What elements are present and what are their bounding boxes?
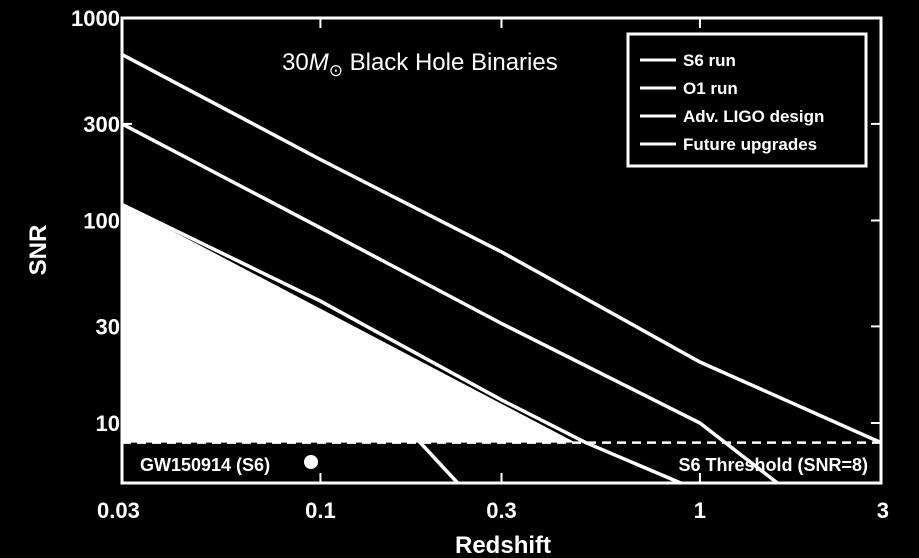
legend-label-s6: S6 run xyxy=(683,51,736,70)
y-tick-label: 30 xyxy=(96,314,120,339)
y-axis-title: SNR xyxy=(25,225,52,276)
threshold-label: S6 Threshold (SNR=8) xyxy=(678,455,868,475)
legend: S6 run O1 run Adv. LIGO design Future up… xyxy=(626,32,868,168)
y-tick-label: 1000 xyxy=(71,6,120,31)
legend-label-o1: O1 run xyxy=(683,79,738,98)
series-s6-run xyxy=(121,203,459,485)
x-tick-label: 3 xyxy=(877,498,889,523)
chart-marks xyxy=(121,52,882,485)
detectable-region xyxy=(122,204,576,443)
x-tick-label: 1 xyxy=(694,498,706,523)
legend-label-advligo: Adv. LIGO design xyxy=(683,107,824,126)
x-tick-label: 0.3 xyxy=(486,498,517,523)
y-tick-label: 100 xyxy=(83,209,120,234)
axis-ticks: 0.03 0.1 0.3 1 3 10 30 100 300 1000 xyxy=(71,6,889,523)
x-tick-label: 0.1 xyxy=(305,498,336,523)
event-marker xyxy=(304,455,318,469)
x-axis-title: Redshift xyxy=(455,532,551,558)
event-label: GW150914 (S6) xyxy=(140,455,270,475)
y-tick-label: 10 xyxy=(96,411,120,436)
legend-label-future: Future upgrades xyxy=(683,135,817,154)
x-tick-label: 0.03 xyxy=(97,498,140,523)
series-future-upgrades xyxy=(121,52,882,445)
chart-title: 30M⊙ Black Hole Binaries xyxy=(282,49,558,80)
series-o1-run xyxy=(121,202,682,485)
y-tick-label: 300 xyxy=(83,112,120,137)
